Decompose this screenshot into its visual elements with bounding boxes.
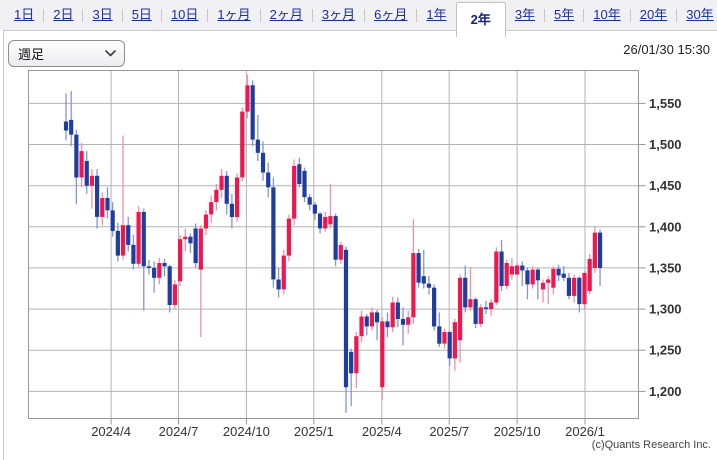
- tab-separator: [311, 8, 313, 22]
- svg-text:1,250: 1,250: [649, 343, 682, 358]
- tab-20year[interactable]: 20年: [639, 7, 668, 22]
- tab-2year[interactable]: 2年: [455, 2, 506, 37]
- tab-10year[interactable]: 10年: [593, 7, 621, 22]
- chevron-down-icon: [105, 50, 116, 57]
- svg-text:2025/10: 2025/10: [494, 424, 541, 439]
- svg-text:1,350: 1,350: [649, 260, 682, 275]
- svg-text:2026/1: 2026/1: [565, 424, 605, 439]
- tab-30year[interactable]: 30年: [686, 7, 714, 22]
- svg-text:1,500: 1,500: [649, 137, 682, 152]
- svg-text:2024/7: 2024/7: [159, 424, 199, 439]
- tab-1month[interactable]: 1ヶ月: [217, 7, 251, 22]
- tab-2day[interactable]: 2日: [53, 7, 74, 22]
- candles: [63, 74, 603, 413]
- svg-text:2025/4: 2025/4: [362, 424, 402, 439]
- svg-text:1,400: 1,400: [649, 219, 682, 234]
- svg-text:1,200: 1,200: [649, 384, 682, 399]
- tab-5day[interactable]: 5日: [131, 7, 152, 22]
- tab-10day[interactable]: 10日: [170, 7, 199, 22]
- tab-5year[interactable]: 5年: [554, 7, 575, 22]
- tab-separator: [629, 8, 631, 22]
- quote-timestamp: 26/01/30 15:30: [623, 42, 710, 57]
- tab-separator: [43, 8, 45, 22]
- tab-3year[interactable]: 3年: [514, 7, 536, 22]
- tab-6month[interactable]: 6ヶ月: [374, 7, 408, 22]
- tab-separator: [544, 8, 546, 22]
- tab-separator: [82, 8, 84, 22]
- tab-3month[interactable]: 3ヶ月: [321, 7, 356, 22]
- tab-separator: [676, 8, 678, 22]
- tab-1year[interactable]: 1年: [426, 7, 447, 22]
- tab-separator: [259, 8, 261, 22]
- tab-separator: [583, 8, 585, 22]
- grid-and-axes: 1,200 1,250 1,300 1,350 1,400 1,450 1,500 1,550…: [28, 70, 682, 439]
- tab-separator: [160, 8, 162, 22]
- tab-separator: [416, 8, 418, 22]
- tab-separator: [207, 8, 209, 22]
- svg-text:2025/7: 2025/7: [429, 424, 469, 439]
- tab-1day[interactable]: 1日: [14, 7, 35, 22]
- svg-text:2025/1: 2025/1: [294, 424, 334, 439]
- svg-text:1,550: 1,550: [649, 96, 682, 111]
- tab-2month[interactable]: 2ヶ月: [269, 7, 303, 22]
- timeframe-select-value: 週足: [18, 47, 45, 62]
- svg-text:1,450: 1,450: [649, 178, 682, 193]
- timeframe-select[interactable]: 週足: [8, 40, 125, 67]
- tab-separator: [121, 8, 123, 22]
- period-tabbar: 1日 2日 3日 5日 10日 1ヶ月 2ヶ月 3ヶ月 6ヶ月 1年 2年 3年 5年 10年 20年 30年: [0, 0, 717, 37]
- svg-text:2024/4: 2024/4: [91, 424, 131, 439]
- tab-3day[interactable]: 3日: [92, 7, 113, 22]
- tab-separator: [364, 8, 366, 22]
- svg-text:1,300: 1,300: [649, 302, 682, 317]
- svg-text:2024/10: 2024/10: [223, 424, 270, 439]
- copyright-notice: (c)Quants Research Inc.: [591, 439, 711, 451]
